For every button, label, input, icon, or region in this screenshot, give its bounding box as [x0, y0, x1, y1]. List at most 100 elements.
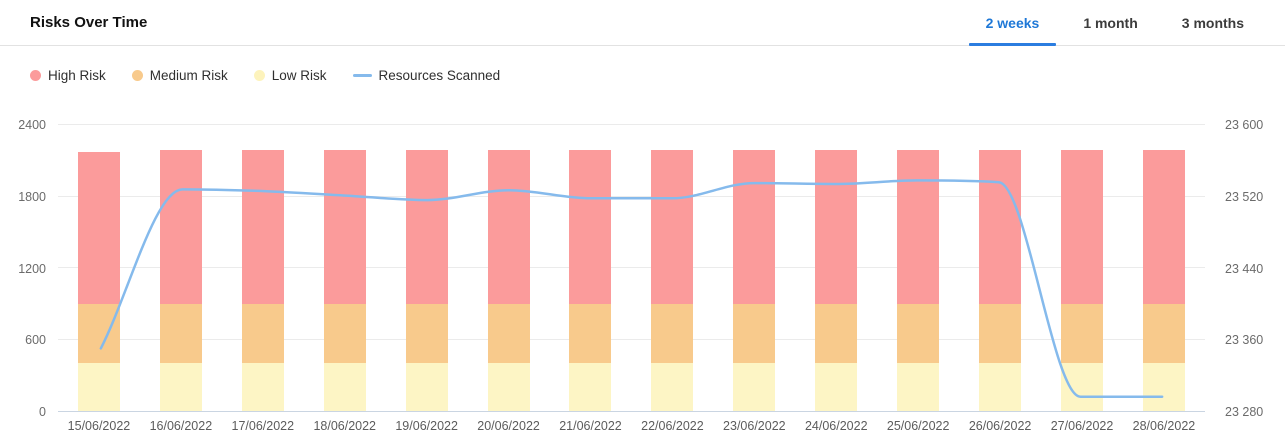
bar-group[interactable]: [304, 125, 386, 411]
legend-label: Resources Scanned: [378, 68, 501, 83]
x-axis-label: 16/06/2022: [149, 419, 213, 433]
stacked-bar: [487, 125, 530, 411]
medium-risk-segment: [733, 303, 776, 364]
high-risk-segment: [1142, 150, 1185, 304]
low-risk-segment: [241, 363, 284, 411]
medium-risk-segment: [241, 303, 284, 364]
x-axis-label: 21/06/2022: [559, 419, 622, 433]
x-axis-label: 19/06/2022: [395, 419, 458, 433]
x-axis-label: 24/06/2022: [804, 419, 868, 433]
left-y-axis: 0 600 1200 1800 2400: [0, 118, 58, 419]
right-axis-tick-label: 23 440: [1225, 261, 1264, 276]
bar-group[interactable]: [877, 125, 959, 411]
stacked-bar: [159, 125, 202, 411]
legend-item-resources-scanned[interactable]: Resources Scanned: [352, 68, 501, 83]
chart-legend: High Risk Medium Risk Low Risk Resources…: [30, 68, 500, 83]
stacked-bar: [651, 125, 694, 411]
low-risk-segment: [487, 363, 530, 411]
high-risk-segment: [241, 150, 284, 304]
x-axis-label: 22/06/2022: [641, 419, 704, 433]
stacked-bar: [897, 125, 940, 411]
x-axis-label: 27/06/2022: [1050, 419, 1114, 433]
bar-group[interactable]: [140, 125, 222, 411]
legend-item-medium-risk[interactable]: Medium Risk: [131, 68, 228, 83]
low-risk-dot-icon: [253, 70, 265, 81]
medium-risk-segment: [1142, 303, 1185, 364]
high-risk-segment: [77, 152, 120, 304]
bar-group[interactable]: [631, 125, 713, 411]
high-risk-segment: [897, 150, 940, 304]
x-axis-label: 18/06/2022: [313, 419, 376, 433]
low-risk-segment: [323, 363, 366, 411]
medium-risk-segment: [897, 303, 940, 364]
high-risk-dot-icon: [30, 70, 41, 81]
bar-group[interactable]: [468, 125, 550, 411]
high-risk-segment: [323, 150, 366, 304]
medium-risk-segment: [323, 303, 366, 364]
tab-2-weeks[interactable]: 2 weeks: [968, 0, 1057, 46]
tab-3-months[interactable]: 3 months: [1181, 14, 1244, 31]
left-axis-tick-label: 600: [25, 333, 46, 348]
time-range-tabs: 2 weeks 1 month 3 months: [968, 0, 1261, 46]
legend-item-high-risk[interactable]: High Risk: [30, 68, 106, 83]
high-risk-segment: [487, 150, 530, 304]
medium-risk-segment: [569, 303, 612, 364]
left-axis-tick-label: 0: [39, 405, 46, 419]
x-axis-label: 25/06/2022: [886, 419, 950, 433]
stacked-bars: [58, 125, 1205, 411]
low-risk-segment: [1142, 363, 1185, 411]
gridline: [58, 124, 1205, 125]
x-axis-labels: 15/06/2022 16/06/2022 17/06/2022 18/06/2022…: [58, 419, 1205, 433]
x-axis-label: 15/06/2022: [67, 419, 131, 433]
stacked-bar: [733, 125, 776, 411]
medium-risk-segment: [405, 303, 448, 364]
legend-label: High Risk: [48, 68, 106, 83]
low-risk-segment: [897, 363, 940, 411]
high-risk-segment: [979, 150, 1022, 304]
low-risk-segment: [77, 363, 120, 411]
medium-risk-segment: [815, 303, 858, 364]
medium-risk-segment: [979, 303, 1022, 364]
bar-group[interactable]: [58, 125, 140, 411]
right-axis-tick-label: 23 520: [1225, 189, 1264, 204]
high-risk-segment: [815, 150, 858, 304]
low-risk-segment: [815, 363, 858, 411]
x-axis-label: 23/06/2022: [723, 419, 786, 433]
left-axis-tick-label: 1200: [18, 261, 46, 276]
stacked-bar: [1061, 125, 1104, 411]
legend-item-low-risk[interactable]: Low Risk: [253, 68, 327, 83]
widget-header: Risks Over Time 2 weeks 1 month 3 months: [0, 0, 1285, 46]
right-y-axis: 23 280 23 360 23 440 23 520 23 600: [1205, 118, 1285, 419]
low-risk-segment: [1061, 363, 1104, 411]
high-risk-segment: [159, 150, 202, 304]
bar-group[interactable]: [550, 125, 632, 411]
stacked-bar: [979, 125, 1022, 411]
page-title: Risks Over Time: [30, 14, 148, 31]
bar-group[interactable]: [222, 125, 304, 411]
bar-group[interactable]: [795, 125, 877, 411]
high-risk-segment: [733, 150, 776, 304]
x-axis-label: 26/06/2022: [968, 419, 1032, 433]
low-risk-segment: [733, 363, 776, 411]
line-swatch-icon: [352, 74, 372, 77]
stacked-bar: [1142, 125, 1185, 411]
low-risk-segment: [159, 363, 202, 411]
stacked-bar: [815, 125, 858, 411]
chart-area: 0 600 1200 1800 2400 23 280 23 360 23 440 23 52…: [0, 118, 1285, 433]
medium-risk-dot-icon: [131, 70, 143, 81]
tab-1-month[interactable]: 1 month: [1083, 14, 1138, 31]
bar-group[interactable]: [1041, 125, 1123, 411]
stacked-bar: [405, 125, 448, 411]
x-axis-label: 17/06/2022: [231, 419, 295, 433]
high-risk-segment: [1061, 150, 1104, 304]
right-axis-tick-label: 23 360: [1225, 333, 1264, 348]
legend-label: Low Risk: [271, 68, 327, 83]
stacked-bar: [77, 125, 120, 411]
low-risk-segment: [651, 363, 694, 411]
bar-group[interactable]: [959, 125, 1041, 411]
bar-group[interactable]: [1123, 125, 1205, 411]
bar-group[interactable]: [386, 125, 468, 411]
stacked-bar: [569, 125, 612, 411]
bar-group[interactable]: [713, 125, 795, 411]
